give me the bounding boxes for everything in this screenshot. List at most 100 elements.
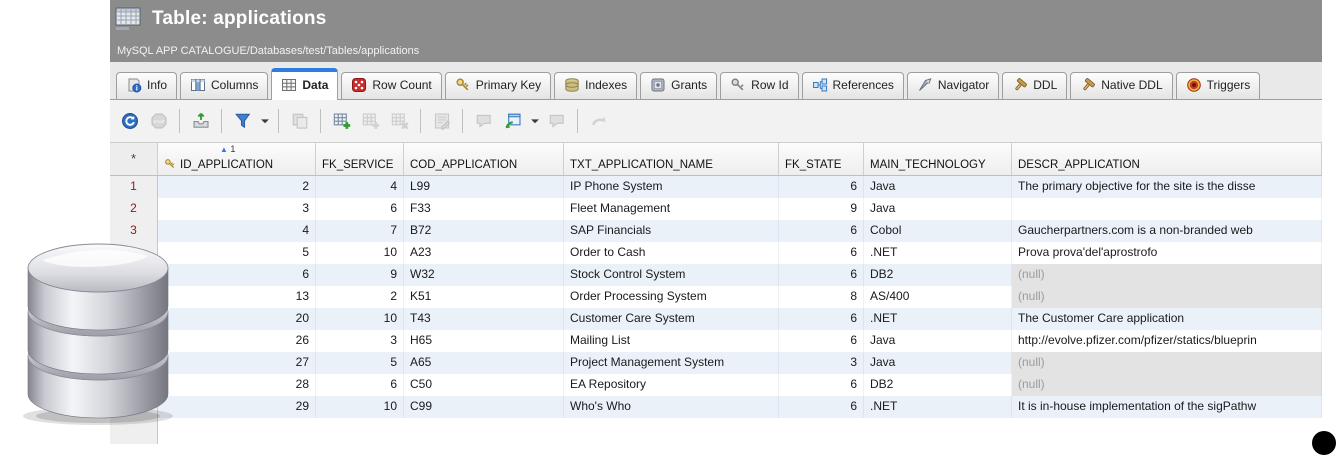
stop-button[interactable]: STOP (145, 108, 172, 135)
cell-fk-service[interactable]: 5 (316, 352, 404, 374)
row-number[interactable]: 2 (110, 198, 158, 220)
refresh-button[interactable] (116, 108, 143, 135)
cell-fk-state[interactable]: 6 (779, 242, 864, 264)
tab-info[interactable]: i Info (116, 72, 178, 99)
cell-cod-application[interactable]: K51 (404, 286, 564, 308)
cell-main-technology[interactable]: DB2 (864, 264, 1012, 286)
cell-descr-application[interactable]: (null) (1012, 352, 1322, 374)
tab-row-count[interactable]: Row Count (341, 72, 442, 99)
cell-main-technology[interactable]: AS/400 (864, 286, 1012, 308)
tab-navigator[interactable]: Navigator (906, 72, 1000, 99)
cell-main-technology[interactable]: Java (864, 198, 1012, 220)
column-header-id-application[interactable]: ID_APPLICATION ▲ 1 (158, 143, 316, 175)
column-header-fk-state[interactable]: FK_STATE (779, 143, 864, 175)
cell-cod-application[interactable]: W32 (404, 264, 564, 286)
cell-cod-application[interactable]: A65 (404, 352, 564, 374)
cell-txt-application-name[interactable]: Project Management System (564, 352, 779, 374)
cell-cod-application[interactable]: L99 (404, 176, 564, 198)
column-header-txt-application-name[interactable]: TXT_APPLICATION_NAME (564, 143, 779, 175)
cell-descr-application[interactable]: (null) (1012, 286, 1322, 308)
cell-main-technology[interactable]: Cobol (864, 220, 1012, 242)
tab-ddl[interactable]: DDL (1002, 72, 1068, 99)
tab-references[interactable]: References (801, 72, 904, 99)
cell-fk-state[interactable]: 8 (779, 286, 864, 308)
edit-cell-button[interactable] (428, 108, 455, 135)
cell-id-application[interactable]: 20 (158, 308, 316, 330)
cell-descr-application[interactable]: http://evolve.pfizer.com/pfizer/statics/… (1012, 330, 1322, 352)
cell-cod-application[interactable]: H65 (404, 330, 564, 352)
cell-main-technology[interactable]: Java (864, 352, 1012, 374)
cell-main-technology[interactable]: .NET (864, 396, 1012, 418)
cell-id-application[interactable]: 27 (158, 352, 316, 374)
cell-fk-state[interactable]: 6 (779, 308, 864, 330)
duplicate-row-button[interactable] (357, 108, 384, 135)
cell-main-technology[interactable]: .NET (864, 308, 1012, 330)
cell-fk-state[interactable]: 6 (779, 374, 864, 396)
cell-id-application[interactable]: 4 (158, 220, 316, 242)
filter-menu-button[interactable] (258, 108, 271, 135)
delete-row-button[interactable] (386, 108, 413, 135)
cell-fk-state[interactable]: 6 (779, 264, 864, 286)
cell-fk-state[interactable]: 6 (779, 330, 864, 352)
cell-descr-application[interactable]: The primary objective for the site is th… (1012, 176, 1322, 198)
cell-descr-application[interactable]: (null) (1012, 374, 1322, 396)
cell-fk-service[interactable]: 10 (316, 308, 404, 330)
tab-indexes[interactable]: Indexes (554, 72, 638, 99)
row-number[interactable]: 1 (110, 176, 158, 198)
cell-id-application[interactable]: 2 (158, 176, 316, 198)
cell-fk-state[interactable]: 6 (779, 220, 864, 242)
tab-triggers[interactable]: Triggers (1175, 72, 1261, 99)
tab-columns[interactable]: Columns (180, 72, 269, 99)
cell-fk-state[interactable]: 3 (779, 352, 864, 374)
cell-cod-application[interactable]: F33 (404, 198, 564, 220)
export-grid-button[interactable] (187, 108, 214, 135)
cell-txt-application-name[interactable]: Stock Control System (564, 264, 779, 286)
undo-button[interactable] (585, 108, 612, 135)
tab-row-id[interactable]: Row Id (720, 72, 799, 99)
tab-grants[interactable]: Grants (640, 72, 718, 99)
cell-descr-application[interactable]: The Customer Care application (1012, 308, 1322, 330)
open-menu-button[interactable] (528, 108, 541, 135)
cell-id-application[interactable]: 29 (158, 396, 316, 418)
cell-fk-service[interactable]: 9 (316, 264, 404, 286)
cell-fk-service[interactable]: 10 (316, 396, 404, 418)
cell-txt-application-name[interactable]: IP Phone System (564, 176, 779, 198)
cell-main-technology[interactable]: .NET (864, 242, 1012, 264)
cell-descr-application[interactable]: (null) (1012, 264, 1322, 286)
column-header-main-technology[interactable]: MAIN_TECHNOLOGY (864, 143, 1012, 175)
cell-txt-application-name[interactable]: Fleet Management (564, 198, 779, 220)
cell-txt-application-name[interactable]: EA Repository (564, 374, 779, 396)
cell-txt-application-name[interactable]: SAP Financials (564, 220, 779, 242)
cell-cod-application[interactable]: C50 (404, 374, 564, 396)
cell-fk-service[interactable]: 6 (316, 198, 404, 220)
grid-corner-cell[interactable]: * (110, 143, 158, 175)
cell-id-application[interactable]: 3 (158, 198, 316, 220)
column-header-cod-application[interactable]: COD_APPLICATION (404, 143, 564, 175)
insert-row-button[interactable] (328, 108, 355, 135)
script-selection-button[interactable] (543, 108, 570, 135)
cell-fk-service[interactable]: 6 (316, 374, 404, 396)
row-number[interactable]: 3 (110, 220, 158, 242)
cell-txt-application-name[interactable]: Mailing List (564, 330, 779, 352)
cell-main-technology[interactable]: DB2 (864, 374, 1012, 396)
cell-fk-service[interactable]: 2 (316, 286, 404, 308)
cell-cod-application[interactable]: C99 (404, 396, 564, 418)
copy-selection-button[interactable] (286, 108, 313, 135)
cell-fk-service[interactable]: 3 (316, 330, 404, 352)
column-header-descr-application[interactable]: DESCR_APPLICATION (1012, 143, 1322, 175)
cell-id-application[interactable]: 28 (158, 374, 316, 396)
tab-data[interactable]: Data (271, 68, 339, 100)
filter-button[interactable] (229, 108, 256, 135)
cell-fk-state[interactable]: 9 (779, 198, 864, 220)
cell-cod-application[interactable]: A23 (404, 242, 564, 264)
cell-id-application[interactable]: 26 (158, 330, 316, 352)
cell-fk-service[interactable]: 4 (316, 176, 404, 198)
column-header-fk-service[interactable]: FK_SERVICE (316, 143, 404, 175)
tab-native-ddl[interactable]: Native DDL (1070, 72, 1173, 99)
cell-main-technology[interactable]: Java (864, 330, 1012, 352)
cell-txt-application-name[interactable]: Order to Cash (564, 242, 779, 264)
cell-fk-state[interactable]: 6 (779, 176, 864, 198)
cell-descr-application[interactable]: Prova prova'del'aprostrofo (1012, 242, 1322, 264)
cell-fk-service[interactable]: 10 (316, 242, 404, 264)
cell-descr-application[interactable]: It is in-house implementation of the sig… (1012, 396, 1322, 418)
